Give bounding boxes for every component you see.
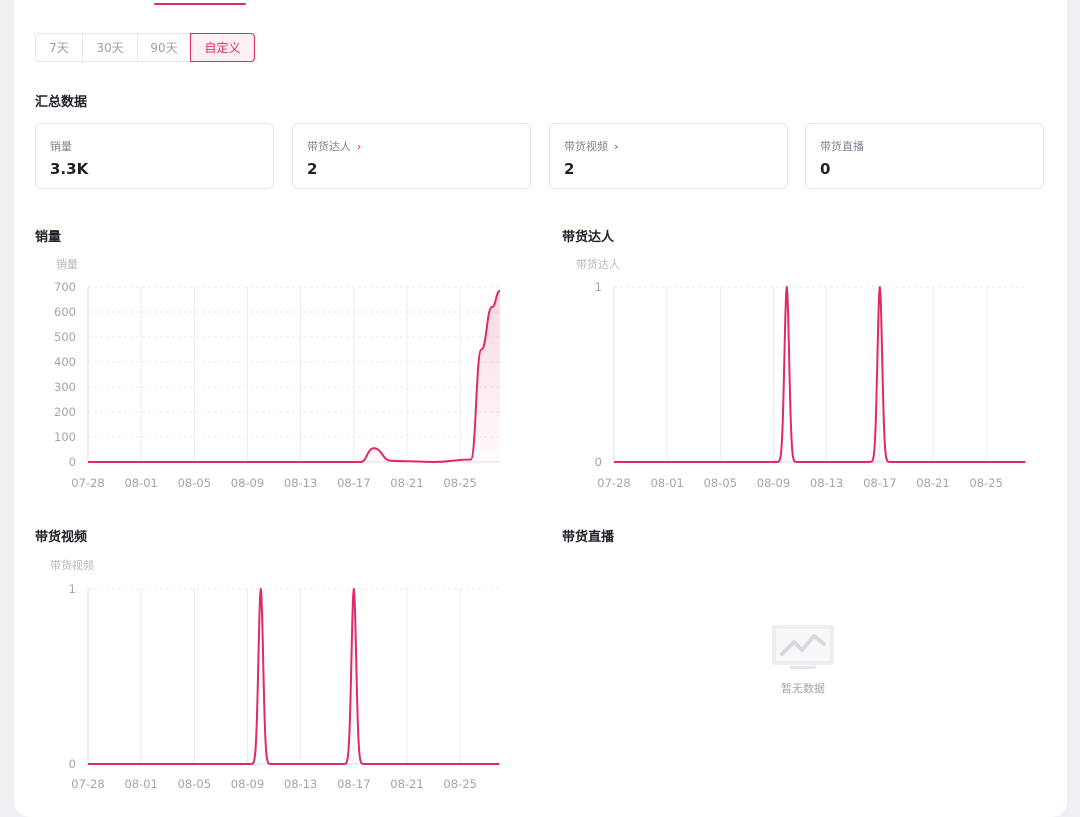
x-tick-label: 08-21 bbox=[390, 476, 423, 490]
y-tick-label: 1 bbox=[69, 582, 76, 596]
y-tick-label: 0 bbox=[69, 455, 76, 469]
y-tick-label: 0 bbox=[595, 455, 602, 469]
x-tick-label: 08-13 bbox=[284, 476, 317, 490]
sales-line bbox=[88, 289, 501, 464]
x-tick-label: 08-09 bbox=[757, 476, 790, 490]
x-tick-label: 07-28 bbox=[71, 476, 104, 490]
card-value: 0 bbox=[820, 160, 831, 178]
chevron-right-icon: › bbox=[614, 139, 619, 153]
card-label: 带货直播 bbox=[820, 138, 864, 154]
summary-title: 汇总数据 bbox=[35, 95, 88, 110]
range-7d-button[interactable]: 7天 bbox=[35, 33, 83, 62]
live-empty-state: 暂无数据 bbox=[760, 620, 846, 696]
x-tick-label: 08-13 bbox=[810, 476, 843, 490]
summary-card-live: 带货直播 0 bbox=[805, 123, 1044, 189]
x-tick-label: 07-28 bbox=[71, 777, 104, 791]
empty-state-text: 暂无数据 bbox=[781, 682, 825, 695]
card-value: 2 bbox=[564, 160, 575, 178]
range-custom-button[interactable]: 自定义 bbox=[190, 33, 255, 62]
y-tick-label: 600 bbox=[54, 305, 76, 319]
summary-card-influencers[interactable]: 带货达人 › 2 bbox=[292, 123, 531, 189]
card-label: 带货达人 › bbox=[307, 138, 361, 154]
active-tab-indicator bbox=[154, 3, 246, 5]
y-tick-label: 200 bbox=[54, 405, 76, 419]
card-value: 2 bbox=[307, 160, 318, 178]
y-tick-label: 1 bbox=[595, 280, 602, 294]
card-label-text: 带货达人 bbox=[307, 140, 351, 153]
y-axis-label: 销量 bbox=[56, 257, 78, 271]
card-label: 带货视频 › bbox=[564, 138, 618, 154]
chart-title-live: 带货直播 bbox=[562, 530, 615, 545]
card-value: 3.3K bbox=[50, 160, 89, 178]
x-tick-label: 08-13 bbox=[284, 777, 317, 791]
x-tick-label: 08-01 bbox=[650, 476, 683, 490]
x-tick-label: 08-01 bbox=[124, 476, 157, 490]
date-range-selector: 7天 30天 90天 自定义 bbox=[35, 33, 255, 62]
y-tick-label: 500 bbox=[54, 330, 76, 344]
range-90d-button[interactable]: 90天 bbox=[137, 33, 191, 62]
x-tick-label: 08-25 bbox=[443, 777, 476, 791]
summary-card-sales: 销量 3.3K bbox=[35, 123, 274, 189]
chart-title-influencers: 带货达人 bbox=[562, 230, 615, 245]
y-tick-label: 100 bbox=[54, 430, 76, 444]
summary-cards: 销量 3.3K 带货达人 › 2 带货视频 › 2 带货直播 0 bbox=[35, 123, 1044, 189]
y-tick-label: 300 bbox=[54, 380, 76, 394]
videos-line bbox=[87, 588, 500, 765]
y-tick-label: 700 bbox=[54, 280, 76, 294]
x-tick-label: 08-05 bbox=[178, 777, 211, 791]
summary-card-videos[interactable]: 带货视频 › 2 bbox=[549, 123, 788, 189]
x-tick-label: 08-09 bbox=[231, 476, 264, 490]
chevron-right-icon: › bbox=[357, 139, 362, 153]
x-tick-label: 08-21 bbox=[916, 476, 949, 490]
x-tick-label: 08-21 bbox=[390, 777, 423, 791]
card-label: 销量 bbox=[50, 138, 72, 154]
chart-title-videos: 带货视频 bbox=[35, 530, 88, 545]
y-tick-label: 0 bbox=[69, 757, 76, 771]
card-label-text: 带货直播 bbox=[820, 140, 864, 153]
x-tick-label: 08-05 bbox=[704, 476, 737, 490]
x-tick-label: 08-17 bbox=[337, 476, 370, 490]
x-tick-label: 08-25 bbox=[969, 476, 1002, 490]
x-tick-label: 08-25 bbox=[443, 476, 476, 490]
chart-title-sales: 销量 bbox=[35, 230, 62, 245]
x-tick-label: 08-05 bbox=[178, 476, 211, 490]
x-tick-label: 07-28 bbox=[597, 476, 630, 490]
x-tick-label: 08-17 bbox=[863, 476, 896, 490]
card-label-text: 销量 bbox=[50, 140, 72, 153]
x-tick-label: 08-01 bbox=[124, 777, 157, 791]
empty-chart-icon bbox=[772, 625, 834, 669]
x-tick-label: 08-09 bbox=[231, 777, 264, 791]
x-tick-label: 08-17 bbox=[337, 777, 370, 791]
card-label-text: 带货视频 bbox=[564, 140, 608, 153]
y-axis-label: 带货达人 bbox=[576, 257, 620, 271]
y-axis-label: 带货视频 bbox=[50, 558, 94, 572]
influencers-line bbox=[613, 286, 1026, 463]
y-tick-label: 400 bbox=[54, 355, 76, 369]
